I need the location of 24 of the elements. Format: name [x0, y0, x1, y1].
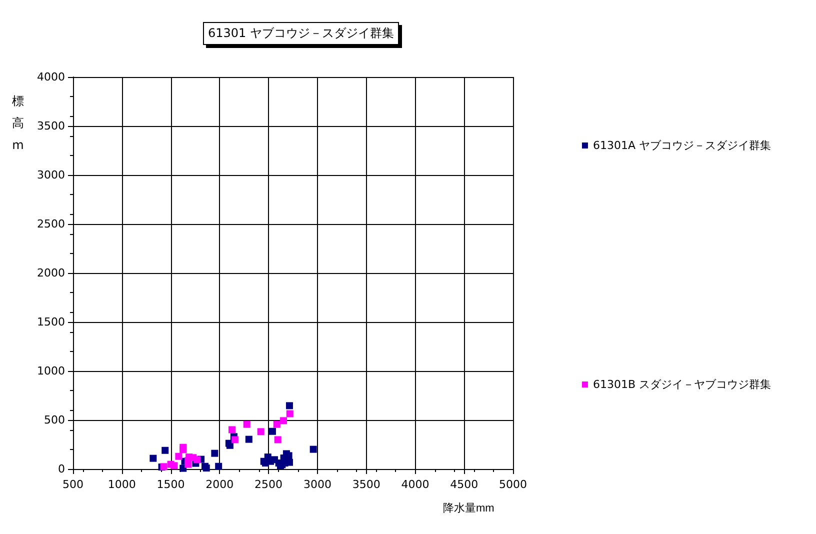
y-tick-label: 4000: [37, 70, 65, 84]
chart-title: 61301 ヤブコウジ－スダジイ群集: [203, 22, 399, 45]
x-tick-label: 4000: [401, 478, 430, 491]
x-tick-label: 5000: [499, 478, 527, 491]
y-tick-label: 2500: [37, 218, 65, 230]
y-tick-label: 1000: [37, 364, 65, 378]
y-tick-label: 0: [58, 462, 65, 476]
y-tick-label: 2000: [37, 266, 65, 280]
y-axis-title: 標高m: [12, 94, 24, 152]
y-tick-label: 3000: [37, 168, 65, 182]
x-tick-label: 1000: [108, 478, 136, 491]
y-tick-label: 500: [44, 414, 65, 426]
x-tick-label: 2000: [206, 478, 234, 491]
x-tick-label: 3000: [303, 478, 332, 491]
x-tick-label: 1500: [156, 478, 185, 491]
y-tick-label: 1500: [37, 316, 65, 328]
x-tick-label: 4500: [450, 478, 478, 491]
x-tick-label: 2500: [254, 478, 283, 491]
x-tick-label: 500: [62, 478, 84, 491]
x-tick-label: 3500: [352, 478, 380, 491]
x-axis-title: 降水量mm: [443, 502, 494, 514]
y-tick-label: 3500: [37, 120, 65, 132]
legend-label: 61301A ヤブコウジ－スダジイ群集: [592, 139, 771, 152]
legend-label: 61301B スダジイ－ヤブコウジ群集: [592, 378, 772, 391]
